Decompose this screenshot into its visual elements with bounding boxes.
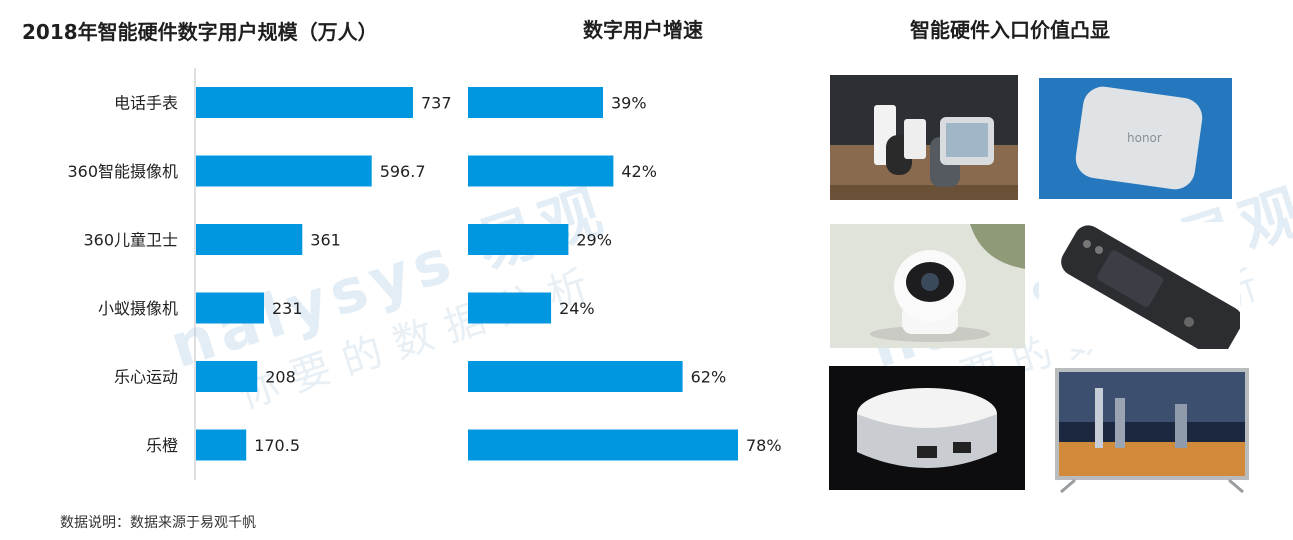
bar-user-scale [196, 224, 303, 255]
category-label: 乐心运动 [114, 368, 178, 387]
category-label: 小蚁摄像机 [98, 299, 178, 318]
category-label: 电话手表 [114, 94, 178, 113]
bar-growth [468, 292, 552, 324]
remote-control-photo [1039, 222, 1240, 349]
bar-growth [468, 224, 569, 255]
smart-tv-photo [1055, 368, 1249, 495]
bar-value-label: 208 [265, 368, 296, 387]
bar-growth [468, 87, 603, 118]
bar-user-scale [196, 87, 413, 118]
data-source-note: 数据说明：数据来源于易观千帆 [60, 515, 256, 531]
bar-value-label: 231 [272, 299, 303, 318]
honor-box-photo: honor [1039, 78, 1232, 199]
bar-value-label: 170.5 [254, 436, 300, 455]
bar-value-label: 78% [746, 436, 782, 455]
bar-value-label: 737 [421, 94, 452, 113]
router-photo [829, 366, 1025, 490]
category-label: 360智能摄像机 [67, 162, 178, 181]
smart-camera-photo [830, 224, 1025, 348]
bar-growth [468, 361, 683, 392]
bar-value-label: 361 [310, 231, 341, 250]
chart-title-user-scale: 2018年智能硬件数字用户规模（万人） [22, 20, 378, 44]
bar-value-label: 39% [611, 94, 647, 113]
bar-value-label: 62% [691, 368, 727, 387]
bar-user-scale [196, 361, 258, 392]
smart-speakers-photo [830, 75, 1018, 200]
bar-user-scale [196, 155, 372, 187]
bar-value-label: 42% [621, 162, 657, 181]
bar-value-label: 29% [576, 231, 612, 250]
bar-growth [468, 429, 738, 461]
bar-user-scale [196, 292, 265, 324]
section-title-entry-value: 智能硬件入口价值凸显 [910, 18, 1110, 42]
honor-logo-text: honor [1127, 131, 1162, 145]
bar-value-label: 596.7 [380, 162, 426, 181]
category-label: 360儿童卫士 [83, 231, 178, 250]
bar-user-scale [196, 429, 247, 461]
bar-value-label: 24% [559, 299, 595, 318]
category-label: 乐橙 [146, 436, 178, 455]
chart-title-growth: 数字用户增速 [583, 18, 703, 42]
bar-growth [468, 155, 614, 187]
